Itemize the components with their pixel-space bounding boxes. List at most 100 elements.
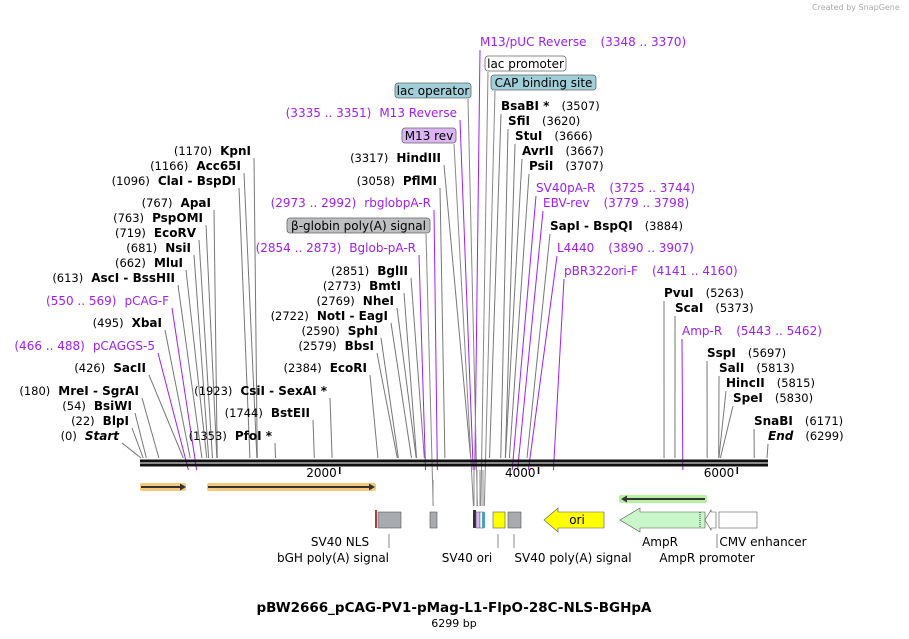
globin-polya-block[interactable] (429, 511, 438, 529)
site-position: (495) (93, 316, 124, 330)
lac-region-blocks[interactable] (473, 470, 485, 529)
primer-pcag-f[interactable]: (550 .. 569) pCAG-F (46, 294, 198, 471)
site-ecori[interactable]: (2384) EcoRI (283, 361, 379, 459)
feature-box-m13-rev[interactable]: M13 rev (401, 127, 474, 507)
cds-arrow-reverse[interactable] (619, 495, 707, 503)
feature-label-sv40-polya[interactable]: SV40 poly(A) signal (514, 551, 631, 565)
primer-m13-reverse[interactable]: (3335 .. 3351) M13 Reverse (286, 106, 474, 471)
feature-label-ampr-promoter[interactable]: AmpR promoter (659, 551, 754, 565)
feature-label-bgh-polya[interactable]: bGH poly(A) signal (277, 551, 389, 565)
site-leader-line (474, 49, 481, 471)
ampr-arrow[interactable] (619, 507, 706, 533)
site-avrii[interactable]: AvrII (3667) (504, 144, 604, 459)
site-pfoi[interactable]: (1353) PfoI * (189, 429, 276, 459)
feature-label-ampr[interactable]: AmpR (642, 535, 678, 549)
primer-pbr322ori-f[interactable]: pBR322ori-F (4141 .. 4160) (552, 264, 738, 471)
cmv-enhancer-block[interactable] (718, 511, 758, 529)
site-hincii[interactable]: HincII (5815) (718, 376, 815, 459)
site-position: (2579) (298, 339, 336, 353)
site-sspi[interactable]: SspI (5697) (706, 346, 786, 459)
site-label: (662) MluI (115, 256, 183, 270)
site-clai-bspdi[interactable]: (1096) ClaI - BspDI (112, 174, 251, 459)
site-label: (1353) PfoI * (189, 429, 273, 443)
site-start[interactable]: (0) Start (61, 429, 142, 459)
site-bmti[interactable]: (2773) BmtI (323, 279, 418, 459)
site-nhei[interactable]: (2769) NheI (317, 294, 417, 459)
site-ecorv[interactable]: (719) EcoRV (115, 226, 213, 459)
ori-arrow[interactable]: ori (543, 507, 605, 533)
site-leader-line (121, 442, 142, 459)
site-mlui[interactable]: (662) MluI (115, 256, 208, 459)
cds-arrow-1[interactable] (140, 483, 186, 491)
site-position: (180) (19, 384, 50, 398)
site-position: (5830) (775, 391, 813, 405)
site-csii-sexai[interactable]: (1923) CsiI - SexAI * (194, 384, 333, 459)
site-bbsi[interactable]: (2579) BbsI (298, 339, 398, 459)
ampr-promoter-arrow[interactable] (704, 508, 717, 532)
feature-label-sv40-ori[interactable]: SV40 ori (442, 551, 493, 565)
primer-bglob-pa-r[interactable]: (2854 .. 2873) Bglob-pA-R (256, 241, 427, 471)
primer-ebv-rev[interactable]: EBV-rev (3779 .. 3798) (517, 196, 690, 471)
primer-rbglobpa-r[interactable]: (2973 .. 2992) rbglobpA-R (271, 196, 438, 471)
primer-amp-r[interactable]: Amp-R (5443 .. 5462) (681, 324, 822, 471)
primer-sv40pa-r[interactable]: SV40pA-R (3725 .. 3744) (511, 181, 695, 471)
site-bglii[interactable]: (2851) BglII (331, 264, 425, 459)
site-label: (767) ApaI (142, 196, 211, 210)
site-label: AvrII (3667) (522, 144, 604, 158)
site-leader-line (238, 187, 251, 459)
site-snabi[interactable]: SnaBI (6171) (753, 414, 843, 459)
primer-m13-puc-reverse[interactable]: M13/pUC Reverse (3348 .. 3370) (474, 35, 686, 471)
site-pvui[interactable]: PvuI (5263) (663, 286, 744, 459)
primer-l4440[interactable]: L4440 (3890 .. 3907) (527, 241, 694, 471)
site-stui[interactable]: StuI (3666) (504, 129, 593, 459)
site-scai[interactable]: ScaI (5373) (674, 301, 754, 459)
feature-box-lac-promoter[interactable]: lac promoter (480, 55, 567, 507)
bgh-polya-block[interactable] (377, 511, 402, 529)
site-end[interactable]: End (6299) (766, 429, 844, 459)
sv40-ori-block[interactable] (492, 511, 506, 529)
site-spei[interactable]: SpeI (5830) (719, 391, 813, 459)
site-mrei-sgrai[interactable]: (180) MreI - SgrAI (19, 384, 160, 459)
site-sali[interactable]: SalI (5813) (718, 361, 795, 459)
site-acc65i[interactable]: (1166) Acc65I (150, 159, 258, 459)
sv40-polya-block[interactable] (507, 511, 522, 529)
feature-box-lac-operator[interactable]: lac operator (394, 82, 478, 507)
site-name: Bglob-pA-R (349, 241, 416, 255)
site-bsabi[interactable]: BsaBI * (3507) (489, 99, 600, 459)
site-psii[interactable]: PsiI (3707) (508, 159, 604, 459)
site-label: (1096) ClaI - BspDI (112, 174, 236, 188)
site-sphi[interactable]: (2590) SphI (302, 324, 399, 459)
site-bsiwi[interactable]: (54) BsiWI (62, 399, 147, 459)
site-label: (0) Start (61, 429, 121, 443)
site-blpi[interactable]: (22) BlpI (71, 414, 144, 459)
site-sapi-bspqi[interactable]: SapI - BspQI (3884) (526, 219, 683, 459)
site-label: (1923) CsiI - SexAI * (194, 384, 328, 398)
site-leader-line (177, 284, 203, 459)
site-pspomi[interactable]: (763) PspOMI (113, 211, 218, 459)
site-bsteii[interactable]: (1744) BstEII (225, 406, 315, 459)
primer-pcaggs-5[interactable]: (466 .. 488) pCAGGS-5 (14, 339, 189, 471)
site-pflmi[interactable]: (3058) PflMI (357, 174, 446, 459)
site-label: (681) NsiI (126, 241, 191, 255)
feature-label-cmv-enhancer[interactable]: CMV enhancer (719, 535, 806, 549)
cds-arrow-2[interactable] (207, 483, 376, 491)
site-noti-eagi[interactable]: (2722) NotI - EagI (271, 309, 413, 459)
site-nsii[interactable]: (681) NsiI (126, 241, 210, 459)
site-name: PvuI (664, 286, 694, 300)
feature-box-cap-binding-site[interactable]: CAP binding site (483, 74, 597, 507)
site-leader-line (164, 329, 191, 459)
site-asci-bsshii[interactable]: (613) AscI - BssHII (52, 271, 203, 459)
feature-box (394, 82, 472, 99)
site-hindiii[interactable]: (3317) HindIII (350, 151, 472, 459)
site-name: BsaBI * (501, 99, 550, 113)
ruler-label: 4000 (505, 466, 536, 480)
site-sacii[interactable]: (426) SacII (74, 361, 184, 459)
feature-box-globin-poly-a-signal[interactable]: β-globin poly(A) signal (286, 217, 434, 507)
site-label: EBV-rev (3779 .. 3798) (543, 196, 689, 210)
site-sfii[interactable]: SfiI (3620) (500, 114, 581, 459)
site-label: (2854 .. 2873) Bglob-pA-R (256, 241, 416, 255)
site-xbai[interactable]: (495) XbaI (93, 316, 191, 459)
feature-label-sv40-nls[interactable]: SV40 NLS (311, 535, 369, 549)
site-kpni[interactable]: (1170) KpnI (174, 144, 258, 459)
site-apai[interactable]: (767) ApaI (142, 196, 218, 459)
